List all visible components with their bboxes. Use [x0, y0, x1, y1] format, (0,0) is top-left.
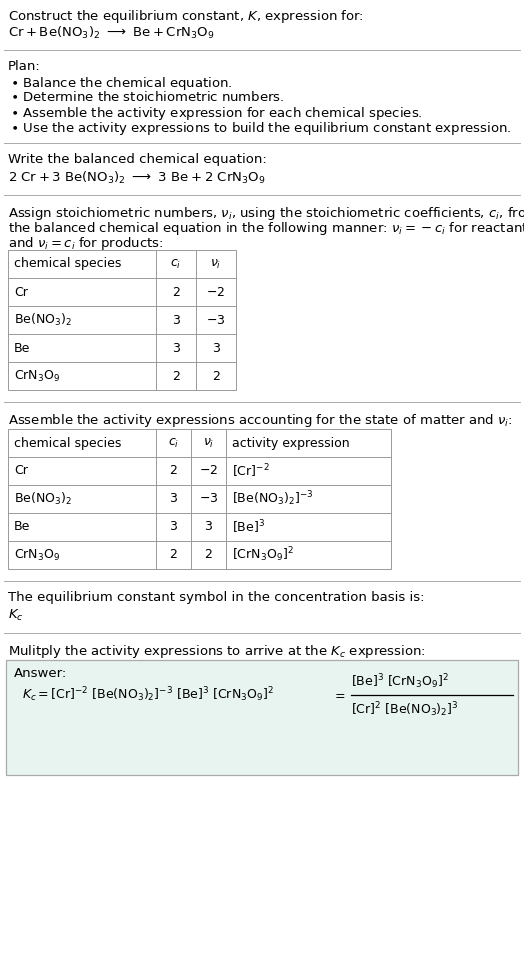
Text: $c_i$: $c_i$	[168, 436, 179, 450]
Text: $-2$: $-2$	[206, 285, 225, 299]
Text: $=$: $=$	[332, 688, 346, 702]
Text: 2: 2	[212, 369, 220, 382]
Text: $[\mathrm{Cr}]^{-2}$: $[\mathrm{Cr}]^{-2}$	[232, 462, 270, 480]
Text: $-3$: $-3$	[206, 313, 226, 327]
Text: Be: Be	[14, 341, 30, 355]
Text: Cr: Cr	[14, 285, 28, 299]
Text: Mulitply the activity expressions to arrive at the $K_c$ expression:: Mulitply the activity expressions to arr…	[8, 643, 426, 660]
Text: the balanced chemical equation in the following manner: $\nu_i = -c_i$ for react: the balanced chemical equation in the fo…	[8, 220, 524, 237]
Text: chemical species: chemical species	[14, 436, 122, 450]
Text: 3: 3	[172, 341, 180, 355]
Text: $\bullet$ Use the activity expressions to build the equilibrium constant express: $\bullet$ Use the activity expressions t…	[10, 120, 511, 137]
Text: Plan:: Plan:	[8, 60, 41, 73]
Text: 2: 2	[170, 549, 178, 561]
Text: $[\mathrm{Cr}]^2\ [\mathrm{Be(NO_3)_2}]^3$: $[\mathrm{Cr}]^2\ [\mathrm{Be(NO_3)_2}]^…	[351, 701, 458, 720]
Text: Construct the equilibrium constant, $K$, expression for:: Construct the equilibrium constant, $K$,…	[8, 8, 364, 25]
Text: The equilibrium constant symbol in the concentration basis is:: The equilibrium constant symbol in the c…	[8, 591, 424, 604]
Bar	[8, 429, 391, 569]
Text: $[\mathrm{CrN_3O_9}]^{2}$: $[\mathrm{CrN_3O_9}]^{2}$	[232, 546, 293, 564]
Text: Be: Be	[14, 521, 30, 533]
Text: 2: 2	[170, 464, 178, 478]
Text: $\bullet$ Balance the chemical equation.: $\bullet$ Balance the chemical equation.	[10, 75, 233, 92]
Text: $\mathrm{Be(NO_3)_2}$: $\mathrm{Be(NO_3)_2}$	[14, 312, 72, 328]
Text: $-2$: $-2$	[199, 464, 218, 478]
Text: Write the balanced chemical equation:: Write the balanced chemical equation:	[8, 153, 267, 166]
Text: 3: 3	[172, 313, 180, 327]
Text: $\mathrm{CrN_3O_9}$: $\mathrm{CrN_3O_9}$	[14, 368, 60, 383]
Text: $[\mathrm{Be}]^3\ [\mathrm{CrN_3O_9}]^2$: $[\mathrm{Be}]^3\ [\mathrm{CrN_3O_9}]^2$	[351, 673, 449, 691]
Text: $\mathrm{Cr + Be(NO_3)_2\ \longrightarrow\ Be + CrN_3O_9}$: $\mathrm{Cr + Be(NO_3)_2\ \longrightarro…	[8, 25, 215, 41]
Text: $\bullet$ Determine the stoichiometric numbers.: $\bullet$ Determine the stoichiometric n…	[10, 90, 285, 104]
Text: 2: 2	[204, 549, 212, 561]
Text: Assign stoichiometric numbers, $\nu_i$, using the stoichiometric coefficients, $: Assign stoichiometric numbers, $\nu_i$, …	[8, 205, 524, 222]
Text: Answer:: Answer:	[14, 667, 67, 680]
Text: activity expression: activity expression	[232, 436, 350, 450]
Bar	[6, 660, 518, 775]
Text: $K_c = [\mathrm{Cr}]^{-2}\ [\mathrm{Be(NO_3)_2}]^{-3}\ [\mathrm{Be}]^3\ [\mathrm: $K_c = [\mathrm{Cr}]^{-2}\ [\mathrm{Be(N…	[22, 685, 274, 704]
Text: chemical species: chemical species	[14, 258, 122, 270]
Text: $\mathrm{CrN_3O_9}$: $\mathrm{CrN_3O_9}$	[14, 548, 60, 562]
Text: 2: 2	[172, 369, 180, 382]
Text: and $\nu_i = c_i$ for products:: and $\nu_i = c_i$ for products:	[8, 235, 163, 252]
Text: $\mathrm{Be(NO_3)_2}$: $\mathrm{Be(NO_3)_2}$	[14, 491, 72, 507]
Text: $K_c$: $K_c$	[8, 608, 24, 623]
Text: $c_i$: $c_i$	[170, 258, 182, 271]
Text: $\mathrm{2\ Cr + 3\ Be(NO_3)_2\ \longrightarrow\ 3\ Be + 2\ CrN_3O_9}$: $\mathrm{2\ Cr + 3\ Be(NO_3)_2\ \longrig…	[8, 170, 266, 186]
Text: 3: 3	[204, 521, 212, 533]
Text: Cr: Cr	[14, 464, 28, 478]
Text: 3: 3	[212, 341, 220, 355]
Text: $\bullet$ Assemble the activity expression for each chemical species.: $\bullet$ Assemble the activity expressi…	[10, 105, 423, 122]
Text: 3: 3	[170, 492, 178, 505]
Text: $[\mathrm{Be(NO_3)_2}]^{-3}$: $[\mathrm{Be(NO_3)_2}]^{-3}$	[232, 490, 313, 508]
Text: $[\mathrm{Be}]^{3}$: $[\mathrm{Be}]^{3}$	[232, 518, 265, 536]
Bar	[8, 250, 236, 390]
Text: $\nu_i$: $\nu_i$	[210, 258, 222, 271]
Text: Assemble the activity expressions accounting for the state of matter and $\nu_i$: Assemble the activity expressions accoun…	[8, 412, 512, 429]
Text: 2: 2	[172, 285, 180, 299]
Text: 3: 3	[170, 521, 178, 533]
Text: $-3$: $-3$	[199, 492, 218, 505]
Text: $\nu_i$: $\nu_i$	[203, 436, 214, 450]
